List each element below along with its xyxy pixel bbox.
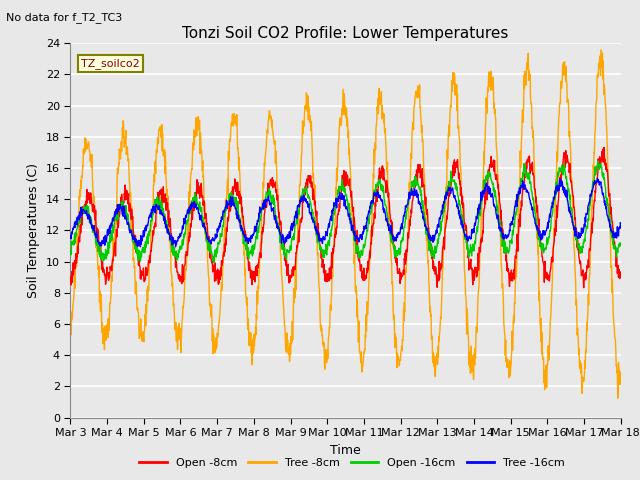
Text: No data for f_T2_TC3: No data for f_T2_TC3 [6, 12, 123, 23]
Y-axis label: Soil Temperatures (C): Soil Temperatures (C) [27, 163, 40, 298]
Title: Tonzi Soil CO2 Profile: Lower Temperatures: Tonzi Soil CO2 Profile: Lower Temperatur… [182, 25, 509, 41]
X-axis label: Time: Time [330, 444, 361, 456]
Text: TZ_soilco2: TZ_soilco2 [81, 58, 140, 69]
Legend: Open -8cm, Tree -8cm, Open -16cm, Tree -16cm: Open -8cm, Tree -8cm, Open -16cm, Tree -… [134, 453, 570, 472]
